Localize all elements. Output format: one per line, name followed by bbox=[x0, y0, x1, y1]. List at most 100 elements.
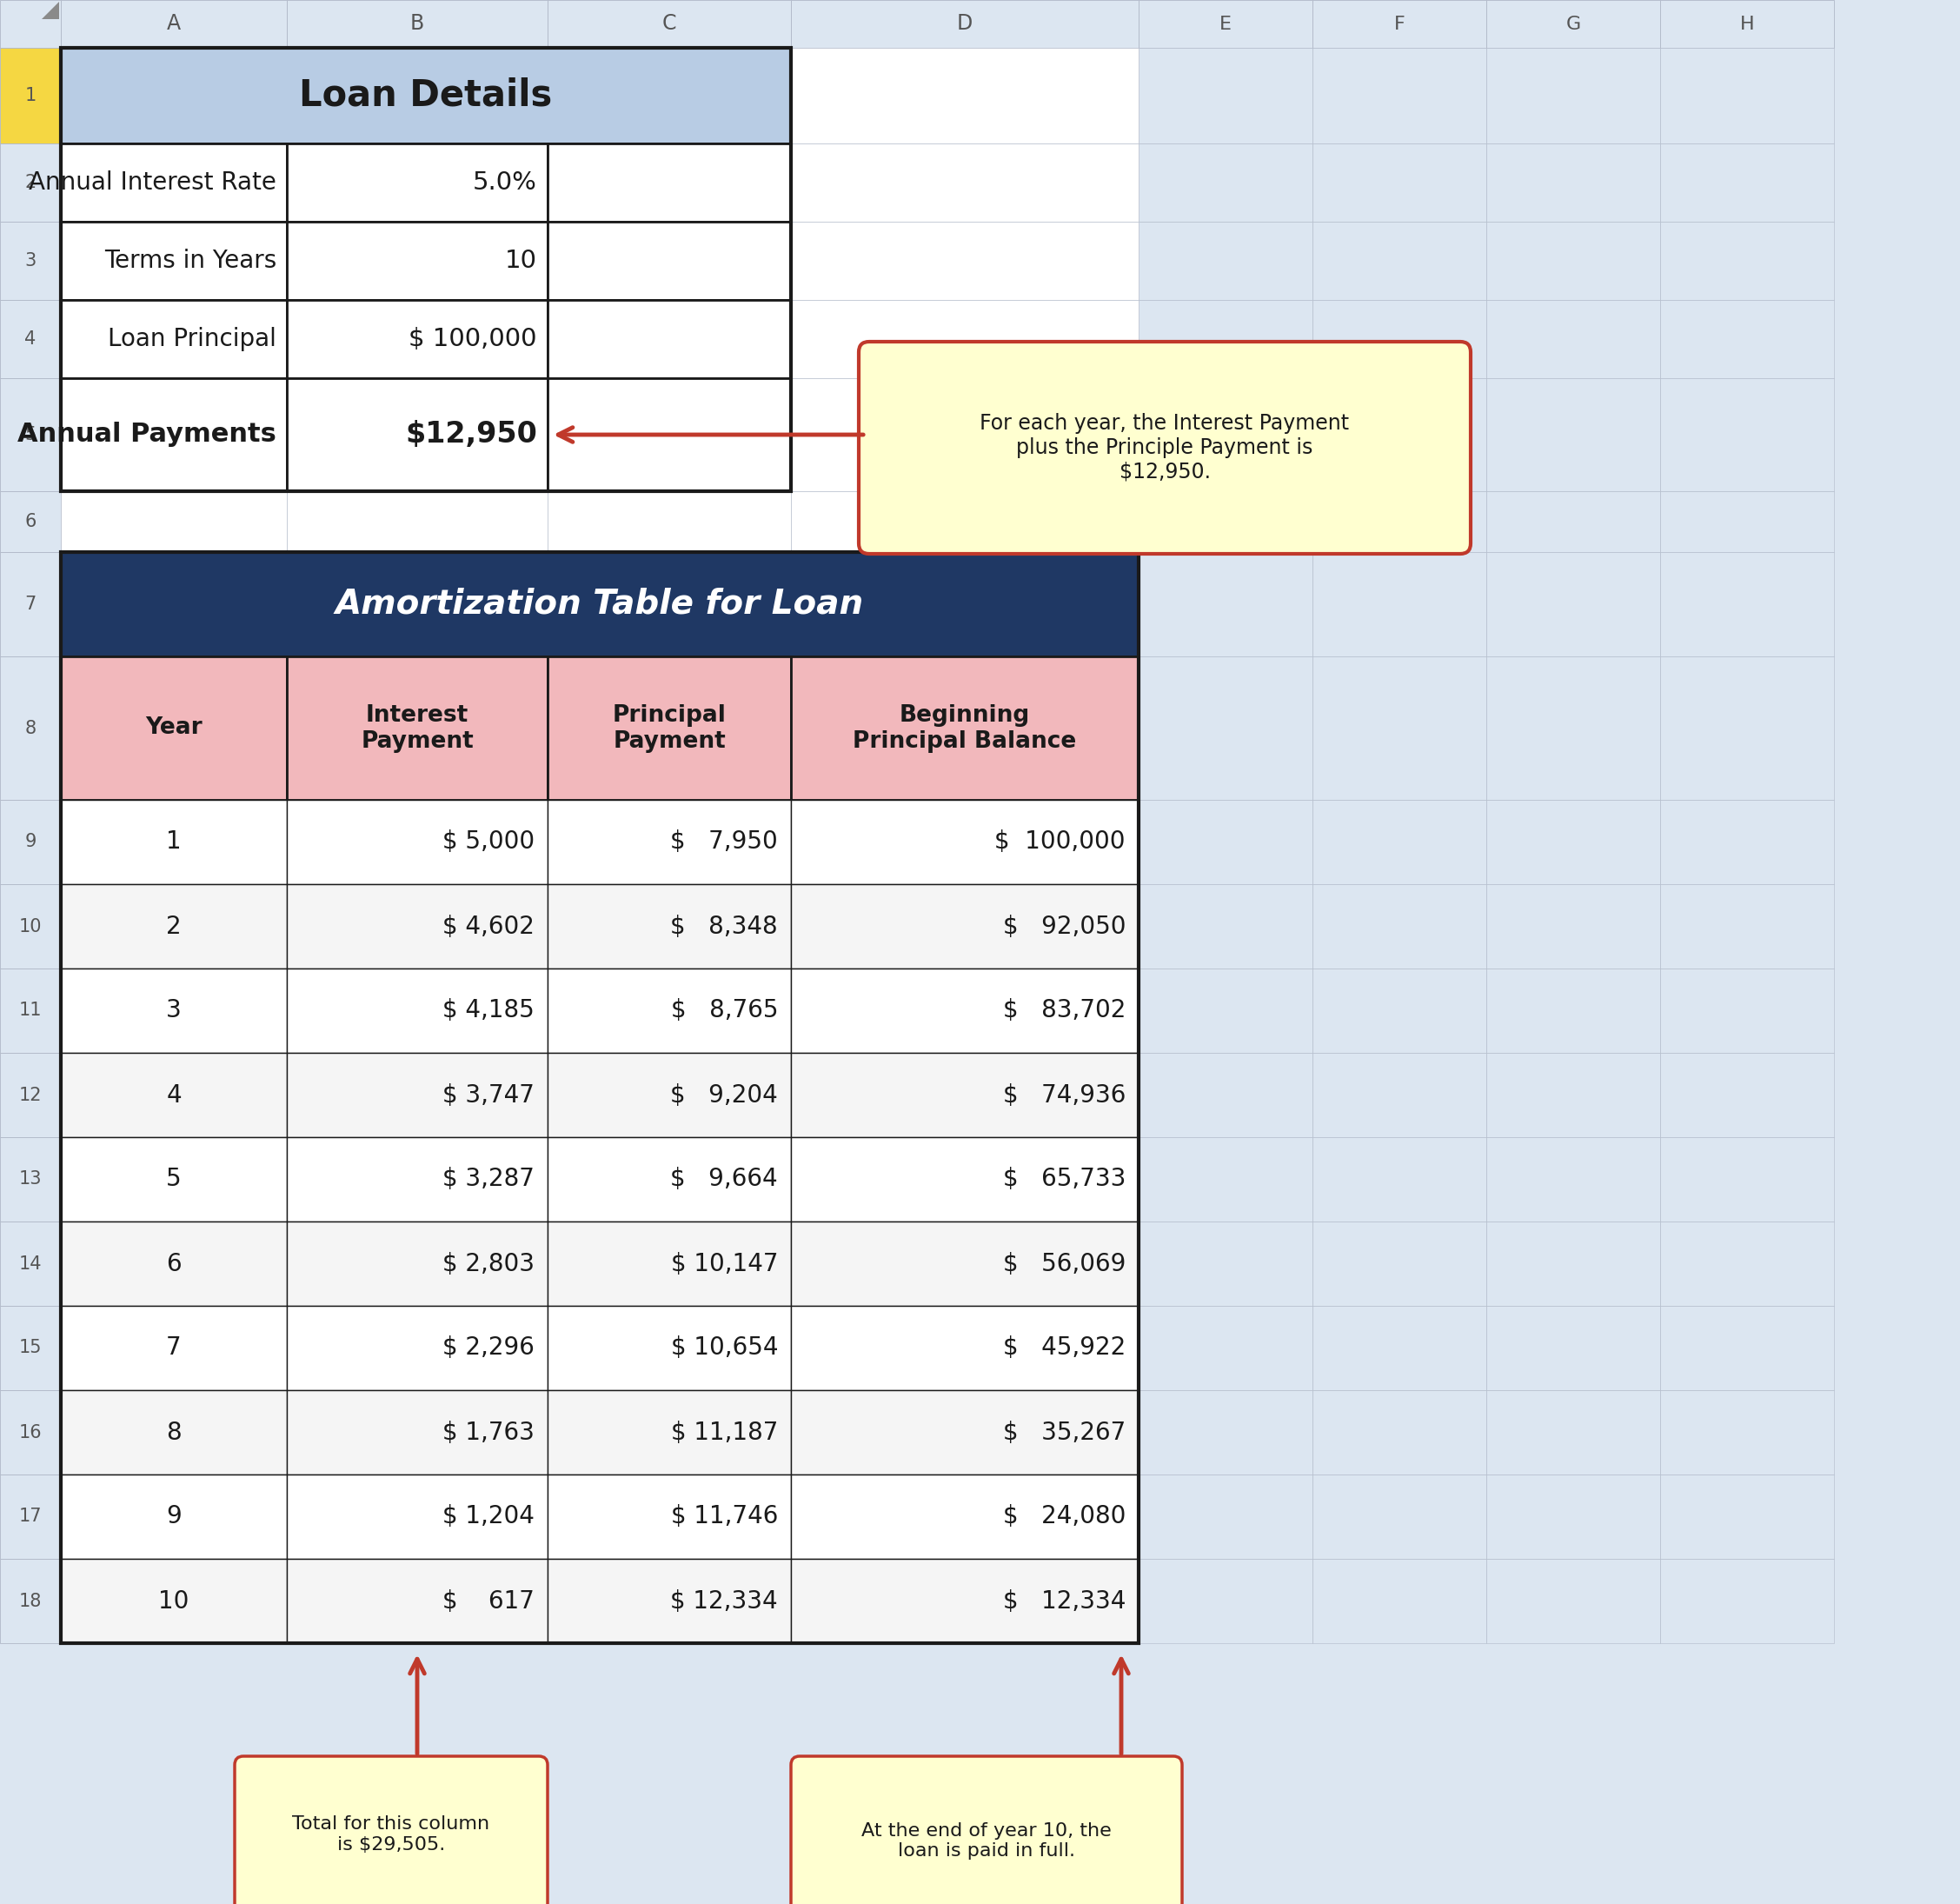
Text: C: C bbox=[662, 13, 676, 34]
Bar bbox=[286, 883, 547, 969]
Bar bbox=[792, 1390, 1139, 1474]
Text: 5: 5 bbox=[167, 1167, 182, 1192]
Bar bbox=[286, 301, 547, 379]
Text: $ 2,296: $ 2,296 bbox=[443, 1337, 535, 1359]
Text: H: H bbox=[1740, 15, 1754, 32]
Text: 5.0%: 5.0% bbox=[472, 169, 537, 194]
Bar bbox=[0, 301, 61, 379]
Bar bbox=[286, 1222, 547, 1306]
Text: $ 11,187: $ 11,187 bbox=[670, 1420, 778, 1445]
Bar bbox=[547, 1559, 792, 1643]
Bar bbox=[1660, 800, 1835, 883]
Bar bbox=[1139, 1306, 1313, 1390]
Bar bbox=[1486, 969, 1660, 1053]
Text: 18: 18 bbox=[20, 1592, 41, 1609]
Bar bbox=[0, 379, 61, 491]
Text: 10: 10 bbox=[20, 918, 41, 935]
Bar bbox=[1139, 1222, 1313, 1306]
Bar bbox=[286, 0, 547, 48]
Bar bbox=[61, 800, 286, 883]
Bar bbox=[61, 143, 286, 221]
Text: 5: 5 bbox=[25, 426, 35, 444]
Text: 8: 8 bbox=[167, 1420, 182, 1445]
Bar bbox=[61, 48, 792, 491]
Bar bbox=[547, 379, 792, 491]
Text: $ 11,746: $ 11,746 bbox=[670, 1504, 778, 1529]
Bar bbox=[286, 1306, 547, 1390]
Bar bbox=[1660, 1390, 1835, 1474]
Text: Year: Year bbox=[145, 716, 202, 739]
Bar bbox=[792, 800, 1139, 883]
Bar bbox=[1486, 379, 1660, 491]
Bar bbox=[1660, 301, 1835, 379]
Bar bbox=[1313, 800, 1486, 883]
Bar bbox=[547, 143, 792, 221]
Bar bbox=[286, 800, 547, 883]
Bar bbox=[547, 883, 792, 969]
Text: Total for this column
is $29,505.: Total for this column is $29,505. bbox=[292, 1816, 490, 1853]
Text: $   9,664: $ 9,664 bbox=[670, 1167, 778, 1192]
Bar bbox=[61, 379, 286, 491]
Text: $   65,733: $ 65,733 bbox=[1004, 1167, 1125, 1192]
Bar bbox=[286, 301, 547, 379]
Bar bbox=[286, 1474, 547, 1559]
Bar bbox=[792, 657, 1139, 800]
Bar bbox=[61, 1390, 286, 1474]
Bar bbox=[1486, 143, 1660, 221]
Bar bbox=[547, 491, 792, 552]
Bar bbox=[1139, 1559, 1313, 1643]
Bar bbox=[1139, 800, 1313, 883]
Bar bbox=[1139, 48, 1313, 143]
Bar bbox=[547, 301, 792, 379]
Text: $ 10,654: $ 10,654 bbox=[670, 1337, 778, 1359]
FancyBboxPatch shape bbox=[792, 1755, 1182, 1904]
Bar bbox=[286, 800, 547, 883]
Bar bbox=[1313, 1559, 1486, 1643]
Text: $   83,702: $ 83,702 bbox=[1004, 998, 1125, 1022]
Text: $ 2,803: $ 2,803 bbox=[443, 1251, 535, 1276]
Bar bbox=[792, 883, 1139, 969]
Bar bbox=[547, 143, 792, 221]
Text: Annual Interest Rate: Annual Interest Rate bbox=[29, 169, 276, 194]
Bar bbox=[547, 800, 792, 883]
Bar bbox=[1139, 379, 1313, 491]
Bar bbox=[286, 1137, 547, 1222]
Bar bbox=[286, 1559, 547, 1643]
Bar bbox=[0, 800, 61, 883]
Bar bbox=[0, 1137, 61, 1222]
Bar bbox=[61, 1559, 286, 1643]
Bar bbox=[61, 221, 286, 301]
Text: $   7,950: $ 7,950 bbox=[670, 830, 778, 855]
Bar bbox=[61, 1306, 286, 1390]
Bar bbox=[547, 1137, 792, 1222]
Bar bbox=[547, 379, 792, 491]
Bar bbox=[792, 48, 1139, 143]
Bar bbox=[1660, 379, 1835, 491]
Text: Beginning
Principal Balance: Beginning Principal Balance bbox=[853, 704, 1076, 752]
Bar bbox=[0, 969, 61, 1053]
Text: 6: 6 bbox=[25, 512, 35, 531]
Bar bbox=[61, 491, 286, 552]
Bar bbox=[792, 1222, 1139, 1306]
Bar bbox=[0, 1390, 61, 1474]
Bar bbox=[286, 1306, 547, 1390]
Bar bbox=[286, 1137, 547, 1222]
Bar bbox=[1660, 0, 1835, 48]
Text: $   8,765: $ 8,765 bbox=[670, 998, 778, 1022]
Bar bbox=[547, 1474, 792, 1559]
Bar bbox=[792, 552, 1139, 657]
Bar bbox=[286, 379, 547, 491]
Bar bbox=[61, 552, 1139, 657]
Bar bbox=[547, 1137, 792, 1222]
Bar bbox=[547, 1222, 792, 1306]
Bar bbox=[792, 491, 1139, 552]
FancyBboxPatch shape bbox=[235, 1755, 547, 1904]
Bar bbox=[1313, 1306, 1486, 1390]
Bar bbox=[547, 1053, 792, 1137]
Bar bbox=[1660, 883, 1835, 969]
Bar bbox=[61, 301, 286, 379]
Bar bbox=[1313, 1137, 1486, 1222]
Bar bbox=[1486, 1053, 1660, 1137]
Bar bbox=[792, 1137, 1139, 1222]
Bar bbox=[547, 1474, 792, 1559]
